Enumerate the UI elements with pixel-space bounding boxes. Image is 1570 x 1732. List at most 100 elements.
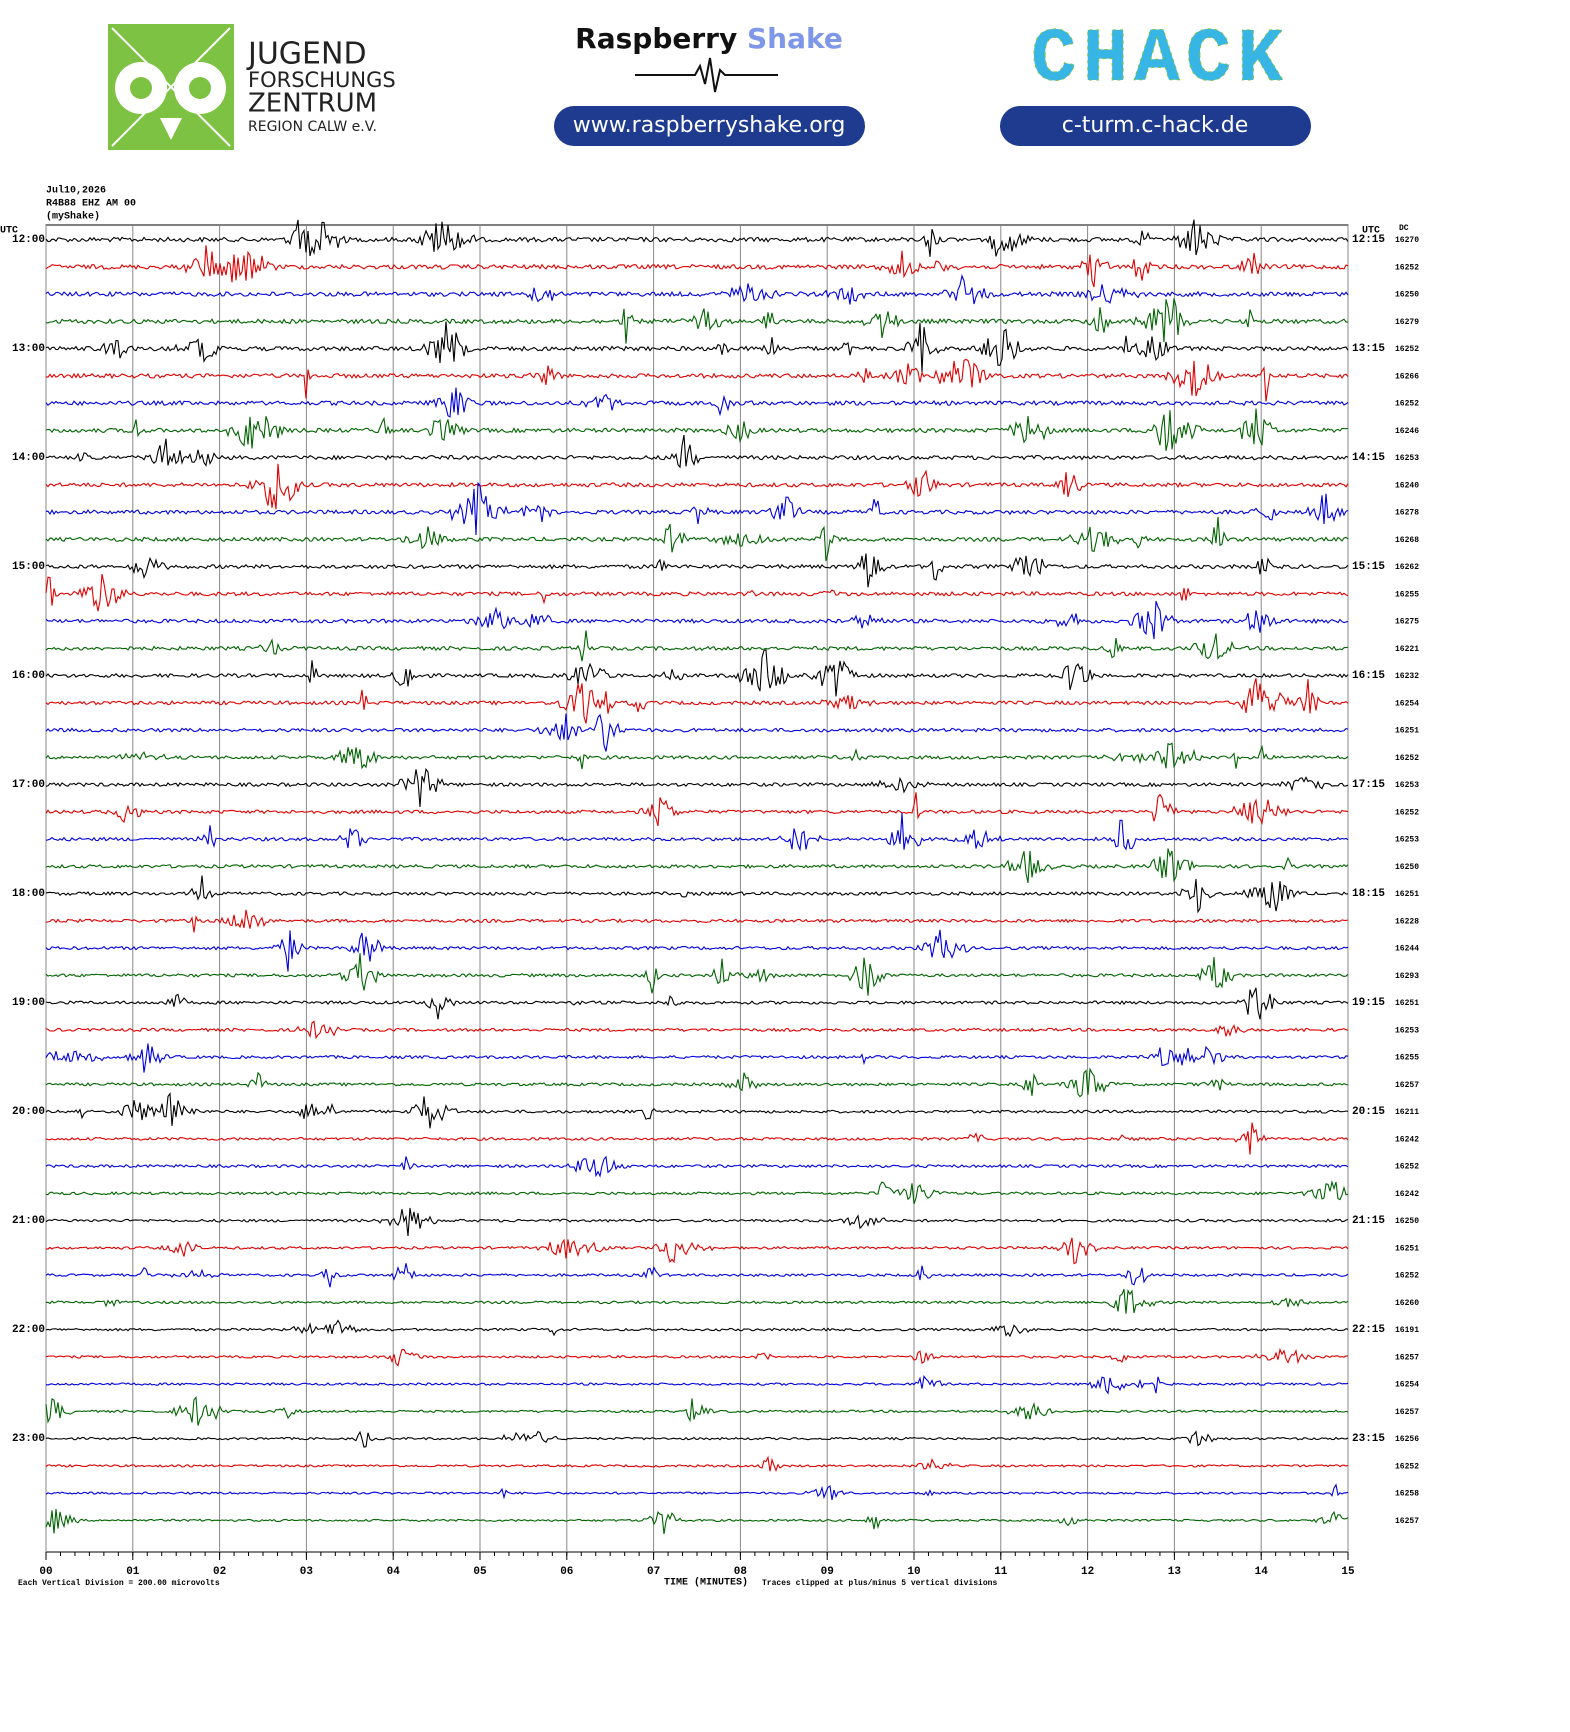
logo-text: ZENTRUM [248, 89, 377, 119]
dc-value: 16191 [1395, 1326, 1419, 1335]
hour-label-right: 23:15 [1352, 1433, 1385, 1445]
hour-label-right: 22:15 [1352, 1324, 1385, 1336]
dc-value: 16257 [1395, 1517, 1419, 1526]
x-tick-label: 10 [907, 1566, 920, 1578]
dc-value: 16257 [1395, 1408, 1419, 1417]
dc-value: 16257 [1395, 1353, 1419, 1362]
x-tick-label: 07 [647, 1566, 660, 1578]
hour-label-left: 17:00 [12, 779, 45, 791]
dc-value: 16252 [1395, 1272, 1419, 1281]
trace [45, 219, 1349, 257]
dc-value: 16211 [1395, 1108, 1419, 1117]
trace [45, 1092, 1349, 1129]
trace [45, 953, 1349, 996]
trace [45, 929, 1349, 972]
hour-label-right: 18:15 [1352, 888, 1385, 900]
trace [45, 909, 1349, 933]
hour-label-right: 15:15 [1352, 561, 1385, 573]
trace [45, 1155, 1349, 1178]
trace [45, 848, 1349, 884]
x-tick-label: 15 [1341, 1566, 1355, 1578]
trace [45, 1067, 1349, 1098]
trace [45, 274, 1349, 305]
x-tick-label: 02 [213, 1566, 226, 1578]
plot-frame [45, 224, 1349, 1553]
hour-label-right: 12:15 [1352, 234, 1385, 246]
trace [45, 298, 1348, 344]
trace [45, 767, 1349, 807]
dc-value: 16232 [1395, 672, 1419, 681]
trace [45, 1122, 1349, 1155]
dc-value: 16252 [1395, 1462, 1419, 1471]
trace [45, 387, 1349, 418]
dc-value: 16246 [1395, 427, 1419, 436]
trace [45, 321, 1349, 373]
dc-value: 16250 [1395, 863, 1419, 872]
dc-value: 16270 [1395, 236, 1419, 245]
url-pill [554, 106, 865, 146]
dc-value: 16254 [1395, 699, 1419, 708]
dc-value: 16252 [1395, 345, 1419, 354]
trace [45, 1043, 1349, 1073]
x-tick-label: 04 [387, 1566, 401, 1578]
logo-text: REGION CALW e.V. [248, 119, 377, 135]
title-line: R4B88 EHZ AM 00 [46, 199, 136, 210]
dc-value: 16256 [1395, 1435, 1419, 1444]
hour-label-right: 20:15 [1352, 1106, 1385, 1118]
dc-value: 16260 [1395, 1299, 1419, 1308]
dc-value: 16262 [1395, 563, 1419, 572]
hour-label-left: 13:00 [12, 343, 45, 355]
x-tick-label: 06 [560, 1566, 573, 1578]
dc-value: 16251 [1395, 1244, 1419, 1253]
trace [45, 678, 1349, 724]
hour-label-left: 18:00 [12, 888, 45, 900]
trace [45, 1395, 1349, 1426]
dc-value: 16255 [1395, 590, 1419, 599]
trace [45, 1288, 1349, 1314]
dc-value: 16253 [1395, 1026, 1419, 1035]
trace [45, 630, 1349, 662]
hour-label-left: 14:00 [12, 452, 45, 464]
logo-text: FORSCHUNGS [248, 68, 396, 92]
trace [45, 1483, 1349, 1501]
trace [45, 1207, 1349, 1237]
dc-value: 16258 [1395, 1490, 1419, 1499]
dc-value: 16240 [1395, 481, 1419, 490]
right-axis-label: UTC [1362, 226, 1380, 237]
trace [45, 1179, 1349, 1205]
trace [45, 1263, 1349, 1288]
hour-label-right: 21:15 [1352, 1215, 1385, 1227]
trace [45, 812, 1349, 852]
dc-value: 16251 [1395, 727, 1419, 736]
dc-value: 16242 [1395, 1135, 1419, 1144]
dc-value: 16244 [1395, 945, 1419, 954]
logo-text: JUGEND [246, 37, 367, 72]
hour-label-left: 20:00 [12, 1106, 45, 1118]
dc-value: 16251 [1395, 890, 1419, 899]
hour-label-right: 16:15 [1352, 670, 1385, 682]
brand-wave [635, 57, 778, 93]
x-tick-label: 08 [734, 1566, 748, 1578]
trace [45, 1455, 1349, 1472]
title-line: (myShake) [46, 211, 100, 223]
trace [45, 1347, 1349, 1367]
dc-label: DC [1399, 224, 1409, 233]
dc-value: 16253 [1395, 454, 1419, 463]
dc-value: 16252 [1395, 400, 1419, 409]
trace [45, 601, 1349, 640]
trace [45, 1237, 1349, 1265]
brand-first: Raspberry [575, 22, 737, 55]
dc-value: 16250 [1395, 291, 1419, 300]
dc-value: 16253 [1395, 781, 1419, 790]
chack-logo: CHACK [1031, 17, 1289, 103]
dc-value: 16251 [1395, 999, 1419, 1008]
trace [45, 742, 1349, 770]
trace [45, 875, 1348, 914]
x-tick-label: 12 [1081, 1566, 1094, 1578]
url-text: www.raspberryshake.org [573, 113, 846, 138]
url-pill [1000, 106, 1311, 146]
trace [45, 358, 1349, 402]
dc-value: 16254 [1395, 1381, 1419, 1390]
